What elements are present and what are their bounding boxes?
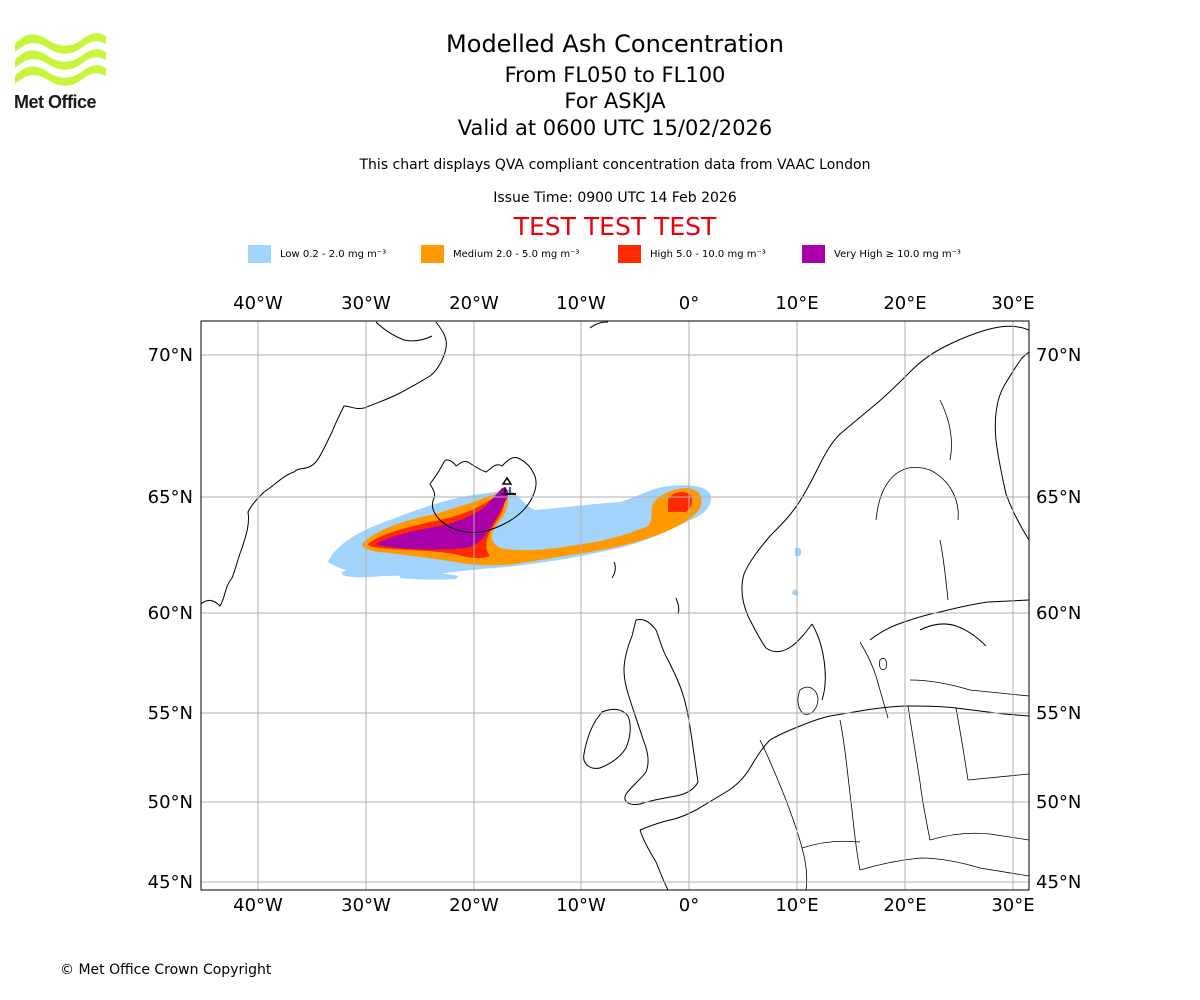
map-content [201, 321, 1029, 890]
lon-label-10w-bottom: 10°W [556, 895, 606, 916]
legend-label-low: Low 0.2 - 2.0 mg m⁻³ [280, 248, 387, 260]
lon-label-20w-top: 20°W [449, 293, 499, 314]
legend-label-medium: Medium 2.0 - 5.0 mg m⁻³ [453, 248, 580, 260]
lat-label-45n-right: 45°N [1036, 872, 1081, 893]
lon-label-10w-top: 10°W [556, 293, 606, 314]
map-frame [200, 320, 1030, 891]
lat-label-65n-right: 65°N [1036, 487, 1081, 508]
flight-level-range: From FL050 to FL100 [504, 63, 726, 87]
lat-label-60n-left: 60°N [148, 603, 193, 624]
copyright-notice: © Met Office Crown Copyright [60, 962, 272, 978]
lon-label-30w-top: 30°W [341, 293, 391, 314]
legend-swatch-high [618, 245, 641, 263]
lat-label-70n-right: 70°N [1036, 345, 1081, 366]
met-office-wave-icon [15, 33, 106, 86]
legend-swatch-very-high [802, 245, 825, 263]
lon-label-40w-top: 40°W [233, 293, 283, 314]
legend-item-medium: Medium 2.0 - 5.0 mg m⁻³ [421, 244, 579, 264]
lon-label-0-top: 0° [679, 293, 699, 314]
lon-label-10e-bottom: 10°E [775, 895, 818, 916]
met-office-logo: Met Office [14, 30, 110, 114]
test-banner: TEST TEST TEST [513, 212, 717, 241]
ash-plume-very-high [376, 487, 509, 550]
axis-labels: 40°W 40°W 30°W 30°W 20°W 20°W 10°W 10°W 0° 0° 10°E… [148, 293, 1082, 916]
lat-label-50n-right: 50°N [1036, 792, 1081, 813]
lat-label-50n-left: 50°N [148, 792, 193, 813]
valid-time: Valid at 0600 UTC 15/02/2026 [457, 116, 773, 140]
lat-label-60n-right: 60°N [1036, 603, 1081, 624]
legend-swatch-low [248, 245, 271, 263]
lon-label-10e-top: 10°E [775, 293, 818, 314]
chart-description: This chart displays QVA compliant concen… [359, 157, 871, 173]
lat-label-45n-left: 45°N [148, 872, 193, 893]
lat-label-55n-left: 55°N [148, 703, 193, 724]
legend-swatch-medium [421, 245, 444, 263]
lat-label-70n-left: 70°N [148, 345, 193, 366]
chart-title: Modelled Ash Concentration [446, 30, 784, 58]
volcano-marker [501, 476, 516, 495]
legend-item-high: High 5.0 - 10.0 mg m⁻³ [618, 244, 766, 264]
lon-label-0-bottom: 0° [679, 895, 699, 916]
coastlines [201, 321, 1029, 890]
lat-label-65n-left: 65°N [148, 487, 193, 508]
legend-item-low: Low 0.2 - 2.0 mg m⁻³ [248, 244, 386, 264]
lon-label-30w-bottom: 30°W [341, 895, 391, 916]
gridlines [201, 321, 1029, 890]
legend-label-very-high: Very High ≥ 10.0 mg m⁻³ [834, 248, 961, 260]
lon-label-20e-bottom: 20°E [883, 895, 926, 916]
legend-label-high: High 5.0 - 10.0 mg m⁻³ [650, 248, 766, 260]
met-office-wordmark: Met Office [14, 92, 97, 112]
lon-label-20e-top: 20°E [883, 293, 926, 314]
legend-item-very-high: Very High ≥ 10.0 mg m⁻³ [802, 244, 961, 264]
lon-label-30e-bottom: 30°E [991, 895, 1034, 916]
lon-label-40w-bottom: 40°W [233, 895, 283, 916]
issue-time: Issue Time: 0900 UTC 14 Feb 2026 [493, 190, 737, 206]
lon-label-30e-top: 30°E [991, 293, 1034, 314]
volcano-name: For ASKJA [564, 89, 666, 113]
lon-label-20w-bottom: 20°W [449, 895, 499, 916]
lat-label-55n-right: 55°N [1036, 703, 1081, 724]
